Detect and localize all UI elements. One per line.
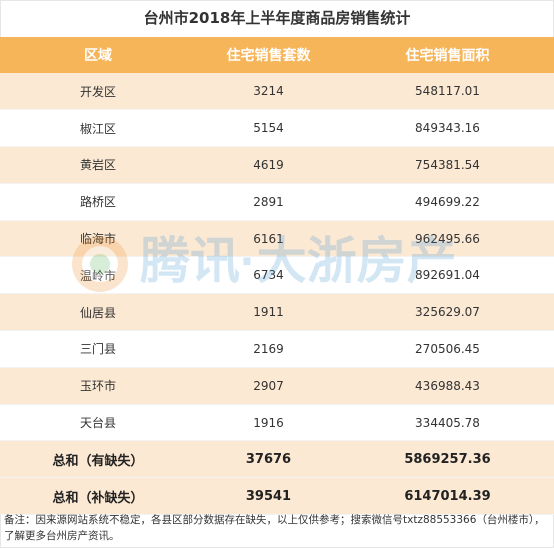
cell-area: 754381.54 — [341, 146, 554, 184]
cell-region: 天台县 — [0, 404, 196, 442]
cell-units: 1916 — [196, 404, 341, 442]
cell-region: 临海市 — [0, 220, 196, 258]
total-label: 总和（补缺失） — [0, 477, 196, 516]
cell-region: 温岭市 — [0, 256, 196, 295]
header-region: 区域 — [0, 37, 196, 73]
table-row: 仙居县 1911 325629.07 — [0, 293, 554, 332]
cell-units: 2891 — [196, 183, 341, 221]
footnote: 备注：因来源网站系统不稳定，各县区部分数据存在缺失，以上仅供参考；搜索微信号tx… — [4, 514, 545, 542]
header-area: 住宅销售面积 — [341, 37, 554, 73]
header-units: 住宅销售套数 — [196, 37, 341, 73]
cell-units: 5154 — [196, 109, 341, 148]
table-row: 温岭市 6734 892691.04 — [0, 256, 554, 295]
table-row: 椒江区 5154 849343.16 — [0, 109, 554, 148]
table-row: 黄岩区 4619 754381.54 — [0, 146, 554, 184]
cell-units: 1911 — [196, 293, 341, 332]
sales-table: 区域 住宅销售套数 住宅销售面积 开发区 3214 548117.01 椒江区 … — [0, 37, 554, 516]
total-label: 总和（有缺失） — [0, 440, 196, 479]
cell-units: 2169 — [196, 330, 341, 368]
cell-region: 三门县 — [0, 330, 196, 368]
table-row: 开发区 3214 548117.01 — [0, 73, 554, 111]
cell-area: 436988.43 — [341, 367, 554, 405]
cell-area: 548117.01 — [341, 73, 554, 111]
total-row-missing: 总和（有缺失） 37676 5869257.36 — [0, 440, 554, 479]
cell-units: 2907 — [196, 367, 341, 405]
cell-area: 892691.04 — [341, 256, 554, 295]
cell-units: 3214 — [196, 73, 341, 111]
total-area: 5869257.36 — [341, 440, 554, 479]
total-area: 6147014.39 — [341, 477, 554, 516]
cell-units: 6734 — [196, 256, 341, 295]
table-row: 天台县 1916 334405.78 — [0, 404, 554, 442]
cell-units: 6161 — [196, 220, 341, 258]
cell-units: 4619 — [196, 146, 341, 184]
cell-area: 325629.07 — [341, 293, 554, 332]
cell-region: 仙居县 — [0, 293, 196, 332]
table-row: 临海市 6161 962495.66 — [0, 220, 554, 258]
table-row: 玉环市 2907 436988.43 — [0, 367, 554, 405]
total-units: 39541 — [196, 477, 341, 516]
table-row: 三门县 2169 270506.45 — [0, 330, 554, 368]
cell-region: 黄岩区 — [0, 146, 196, 184]
cell-area: 494699.22 — [341, 183, 554, 221]
table-header-row: 区域 住宅销售套数 住宅销售面积 — [0, 37, 554, 73]
cell-region: 玉环市 — [0, 367, 196, 405]
cell-region: 路桥区 — [0, 183, 196, 221]
cell-area: 270506.45 — [341, 330, 554, 368]
cell-region: 开发区 — [0, 73, 196, 111]
table-row: 路桥区 2891 494699.22 — [0, 183, 554, 221]
cell-region: 椒江区 — [0, 109, 196, 148]
cell-area: 334405.78 — [341, 404, 554, 442]
cell-area: 849343.16 — [341, 109, 554, 148]
total-units: 37676 — [196, 440, 341, 479]
cell-area: 962495.66 — [341, 220, 554, 258]
total-row-filled: 总和（补缺失） 39541 6147014.39 — [0, 477, 554, 516]
page-title: 台州市2018年上半年度商品房销售统计 — [143, 9, 411, 27]
